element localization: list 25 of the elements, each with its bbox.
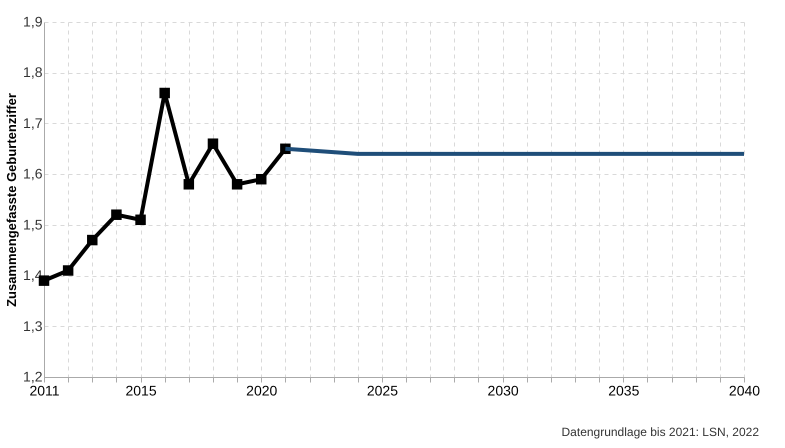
x-tick-label: 2011	[29, 382, 60, 398]
text: Datengrundlage bis 2021: LSN, 2022	[562, 425, 760, 439]
point	[87, 234, 98, 246]
x-tick-label: 2035	[608, 382, 640, 398]
point	[135, 214, 146, 226]
y-tick-label: 1,7	[23, 114, 43, 131]
point	[232, 179, 242, 190]
y-tick-label: 1,2	[23, 368, 43, 384]
y-tick-label: 1,3	[23, 318, 43, 334]
x-tick-label: 2020	[246, 382, 278, 398]
point	[184, 179, 194, 190]
y-tick-label: 1,8	[23, 64, 43, 80]
point	[208, 138, 218, 149]
y-tick-label: 1,5	[23, 216, 43, 232]
y-tick-label: 1,9	[23, 14, 43, 30]
point	[256, 174, 266, 184]
point	[62, 265, 74, 276]
y-tick-label: 1,6	[23, 166, 43, 182]
x-tick-label: 2030	[488, 382, 519, 398]
x-tick-label: 2025	[366, 382, 398, 398]
point	[159, 88, 170, 98]
point	[111, 209, 122, 220]
y-axis-title: Zusammengefasste Geburtenziffer	[4, 93, 20, 307]
x-tick-label: 2040	[728, 382, 760, 398]
x-tick-label: 2015	[125, 382, 157, 398]
